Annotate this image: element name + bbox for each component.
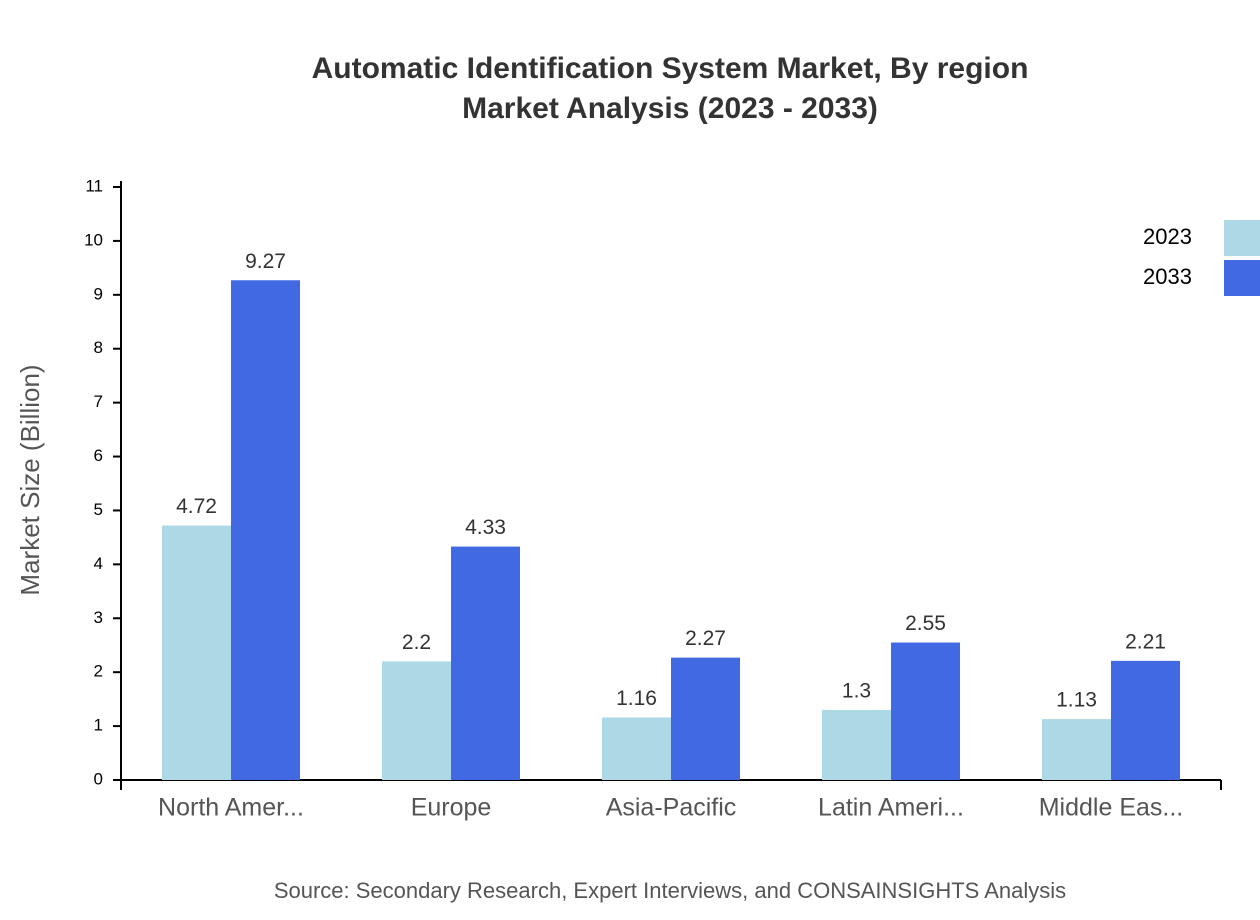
y-tick-label: 0 xyxy=(94,769,103,788)
y-axis-label: Market Size (Billion) xyxy=(15,364,45,595)
y-tick-label: 2 xyxy=(94,662,103,681)
value-label: 2.2 xyxy=(402,631,431,654)
y-tick-label: 9 xyxy=(94,284,103,303)
bar xyxy=(602,717,671,780)
legend-swatch xyxy=(1224,220,1260,256)
bar xyxy=(671,657,740,780)
x-tick-label: North Amer... xyxy=(158,794,304,822)
bar xyxy=(231,280,300,780)
y-tick-label: 6 xyxy=(94,446,103,465)
y-tick-label: 7 xyxy=(94,392,103,411)
y-tick-label: 10 xyxy=(84,230,103,249)
y-tick-label: 11 xyxy=(85,176,103,195)
y-tick-label: 8 xyxy=(94,338,103,357)
value-label: 1.13 xyxy=(1056,689,1097,712)
value-label: 9.27 xyxy=(245,250,286,273)
value-label: 1.3 xyxy=(842,679,871,702)
y-tick-label: 3 xyxy=(94,608,103,627)
bar xyxy=(1111,660,1180,780)
value-label: 2.55 xyxy=(905,612,946,635)
legend-label: 2033 xyxy=(1143,264,1192,289)
value-label: 4.33 xyxy=(465,516,506,539)
chart-title: Automatic Identification System Market, … xyxy=(312,52,1029,85)
value-label: 2.27 xyxy=(685,627,726,650)
legend-label: 2023 xyxy=(1143,224,1192,249)
value-label: 4.72 xyxy=(176,495,217,518)
source-note: Source: Secondary Research, Expert Inter… xyxy=(274,878,1066,903)
bar xyxy=(822,709,891,780)
y-tick-label: 5 xyxy=(94,500,103,519)
bar xyxy=(451,546,520,780)
x-tick-label: Europe xyxy=(411,794,492,822)
y-tick-label: 4 xyxy=(94,554,103,573)
x-tick-label: Middle Eas... xyxy=(1039,794,1184,822)
x-tick-label: Asia-Pacific xyxy=(606,794,737,822)
y-tick-label: 1 xyxy=(94,716,103,735)
x-tick-label: Latin Ameri... xyxy=(818,794,964,822)
bar xyxy=(382,661,451,780)
bar xyxy=(891,642,960,780)
bar xyxy=(1042,719,1111,780)
chart-subtitle: Market Analysis (2023 - 2033) xyxy=(462,92,878,125)
value-label: 1.16 xyxy=(616,687,657,710)
value-label: 2.21 xyxy=(1125,630,1166,653)
bar xyxy=(162,525,231,780)
legend-swatch xyxy=(1224,260,1260,296)
